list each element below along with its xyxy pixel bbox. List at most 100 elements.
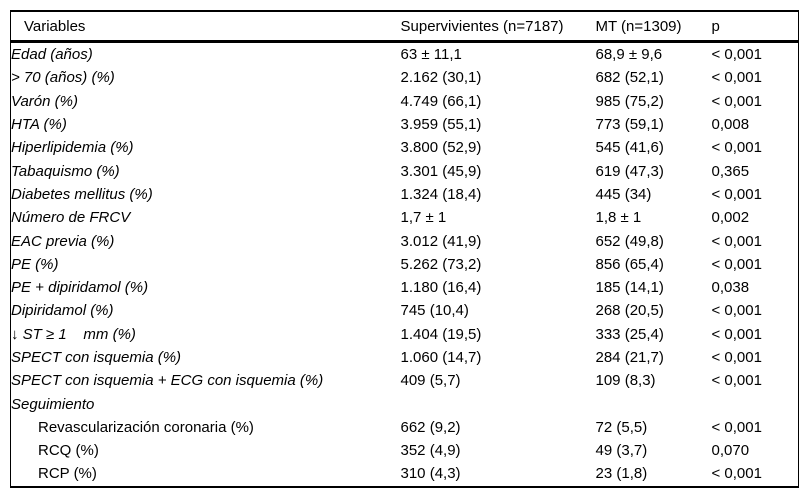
supervivientes-cell: 352 (4,9) xyxy=(400,442,461,460)
mt-cell: 49 (3,7) xyxy=(595,442,648,460)
p-value-cell: < 0,001 xyxy=(711,349,762,366)
p-value-cell: < 0,001 xyxy=(711,302,762,320)
column-header-p: p xyxy=(711,11,799,43)
table-row: Número de FRCV 1,7 ± 1 1,8 ± 1 0,002 xyxy=(11,206,799,229)
variable-cell: RCQ (%) xyxy=(38,442,99,460)
p-value-cell: < 0,001 xyxy=(711,232,762,250)
mt-cell: 856 (65,4) xyxy=(595,255,664,273)
p-value-cell: < 0,001 xyxy=(711,255,762,273)
variable-cell: HTA (%) xyxy=(11,116,67,134)
table-row: Seguimiento xyxy=(11,392,799,415)
supervivientes-cell: 310 (4,3) xyxy=(400,465,461,483)
mt-cell: 72 (5,5) xyxy=(595,418,648,436)
variable-cell: Hiperlipidemia (%) xyxy=(11,139,134,157)
mt-cell: 68,9 ± 9,6 xyxy=(595,46,663,64)
variable-cell: SPECT con isquemia (%) xyxy=(11,349,182,366)
table-row: RCP (%) 310 (4,3) 23 (1,8) < 0,001 xyxy=(11,462,799,486)
supervivientes-cell: 3.959 (55,1) xyxy=(400,116,482,134)
supervivientes-cell: 3.012 (41,9) xyxy=(400,232,482,250)
clinical-variables-table: Variables Supervivientes (n=7187) MT (n=… xyxy=(10,10,799,488)
variable-cell: Diabetes mellitus (%) xyxy=(11,185,153,203)
p-value-cell: < 0,001 xyxy=(711,325,762,343)
mt-cell: 773 (59,1) xyxy=(595,116,664,134)
variable-cell: Dipiridamol (%) xyxy=(11,302,114,320)
table-row: Varón (%) 4.749 (66,1) 985 (75,2) < 0,001 xyxy=(11,90,799,113)
mt-cell: 652 (49,8) xyxy=(595,232,664,250)
table-row: Hiperlipidemia (%) 3.800 (52,9) 545 (41,6)… xyxy=(11,136,799,159)
supervivientes-cell: 3.301 (45,9) xyxy=(400,162,482,180)
table-row: > 70 (años) (%) 2.162 (30,1) 682 (52,1) < 0… xyxy=(11,66,799,89)
p-value-cell: < 0,001 xyxy=(711,92,762,110)
supervivientes-cell: 5.262 (73,2) xyxy=(400,255,482,273)
supervivientes-cell: 1,7 ± 1 xyxy=(400,209,447,227)
table-row: Tabaquismo (%) 3.301 (45,9) 619 (47,3) 0,36… xyxy=(11,159,799,182)
header-row: Variables Supervivientes (n=7187) MT (n=… xyxy=(10,11,799,43)
table-row: Revascularización coronaria (%) 662 (9,2)… xyxy=(11,416,799,439)
supervivientes-cell: 409 (5,7) xyxy=(400,372,461,390)
column-header-mt: MT (n=1309) xyxy=(595,11,712,43)
p-value-cell: 0,008 xyxy=(711,116,750,134)
p-value-cell xyxy=(712,392,799,415)
table-row: Diabetes mellitus (%) 1.324 (18,4) 445 (34… xyxy=(11,183,799,206)
mt-cell: 109 (8,3) xyxy=(595,372,656,390)
variable-cell: SPECT con isquemia + ECG con isquemia (%… xyxy=(11,372,324,390)
p-value-cell: < 0,001 xyxy=(711,465,762,483)
table-row: SPECT con isquemia (%) 1.060 (14,7) 284 (2… xyxy=(11,346,799,369)
table-row: HTA (%) 3.959 (55,1) 773 (59,1) 0,008 xyxy=(11,113,799,136)
variable-cell: > 70 (años) (%) xyxy=(11,69,115,87)
mt-cell xyxy=(596,392,712,415)
p-value-cell: < 0,001 xyxy=(711,185,762,203)
p-value-cell: < 0,001 xyxy=(711,46,762,64)
p-value-cell: 0,070 xyxy=(711,442,750,460)
table-row: Dipiridamol (%) 745 (10,4) 268 (20,5) < 0,0… xyxy=(11,299,799,322)
variable-cell: PE + dipiridamol (%) xyxy=(11,279,149,297)
mt-cell: 268 (20,5) xyxy=(595,302,664,320)
variable-cell: Edad (años) xyxy=(11,46,93,64)
variable-cell: ↓ ST ≥ 1 mm (%) xyxy=(11,325,136,343)
mt-cell: 185 (14,1) xyxy=(595,279,664,297)
p-value-cell: < 0,001 xyxy=(711,418,762,436)
mt-cell: 23 (1,8) xyxy=(595,465,648,483)
variable-cell: Seguimiento xyxy=(11,395,95,413)
table-row: RCQ (%) 352 (4,9) 49 (3,7) 0,070 xyxy=(11,439,799,462)
table-row: PE + dipiridamol (%) 1.180 (16,4) 185 (14,… xyxy=(11,276,799,299)
mt-cell: 1,8 ± 1 xyxy=(595,209,642,227)
variable-cell: PE (%) xyxy=(11,255,59,273)
p-value-cell: 0,002 xyxy=(711,209,750,227)
table-row: Edad (años) 63 ± 11,1 68,9 ± 9,6 < 0,001 xyxy=(11,42,799,67)
mt-cell: 619 (47,3) xyxy=(595,162,664,180)
supervivientes-cell: 4.749 (66,1) xyxy=(400,92,482,110)
variable-cell: Revascularización coronaria (%) xyxy=(38,418,254,436)
supervivientes-cell: 1.060 (14,7) xyxy=(400,349,482,366)
p-value-cell: < 0,001 xyxy=(711,372,762,390)
table-row: EAC previa (%) 3.012 (41,9) 652 (49,8) < 0,… xyxy=(11,229,799,252)
supervivientes-cell: 662 (9,2) xyxy=(400,418,461,436)
column-header-supervivientes: Supervivientes (n=7187) xyxy=(400,11,596,43)
p-value-cell: 0,038 xyxy=(711,279,750,297)
mt-cell: 284 (21,7) xyxy=(595,349,664,366)
mt-cell: 985 (75,2) xyxy=(595,92,664,110)
table-row: SPECT con isquemia + ECG con isquemia (%… xyxy=(11,369,799,392)
variable-cell: RCP (%) xyxy=(38,465,97,483)
supervivientes-cell: 3.800 (52,9) xyxy=(400,139,482,157)
p-value-cell: < 0,001 xyxy=(711,69,762,87)
table-row: PE (%) 5.262 (73,2) 856 (65,4) < 0,001 xyxy=(11,253,799,276)
mt-cell: 445 (34) xyxy=(595,185,652,203)
mt-cell: 333 (25,4) xyxy=(595,325,664,343)
supervivientes-cell: 1.180 (16,4) xyxy=(400,279,482,297)
column-header-variables: Variables xyxy=(10,11,401,43)
variable-cell: Varón (%) xyxy=(11,92,78,110)
variable-cell: Tabaquismo (%) xyxy=(11,162,120,180)
p-value-cell: 0,365 xyxy=(711,162,750,180)
table-row: ↓ ST ≥ 1 mm (%) 1.404 (19,5) 333 (25,4) < 0… xyxy=(11,323,799,346)
supervivientes-cell xyxy=(401,392,596,415)
variable-cell: EAC previa (%) xyxy=(11,232,115,250)
variable-cell: Número de FRCV xyxy=(11,209,131,227)
supervivientes-cell: 1.404 (19,5) xyxy=(400,325,482,343)
mt-cell: 545 (41,6) xyxy=(595,139,664,157)
table-body: Edad (años) 63 ± 11,1 68,9 ± 9,6 < 0,001 > 7… xyxy=(11,42,799,487)
p-value-cell: < 0,001 xyxy=(711,139,762,157)
mt-cell: 682 (52,1) xyxy=(595,69,664,87)
supervivientes-cell: 1.324 (18,4) xyxy=(400,185,482,203)
